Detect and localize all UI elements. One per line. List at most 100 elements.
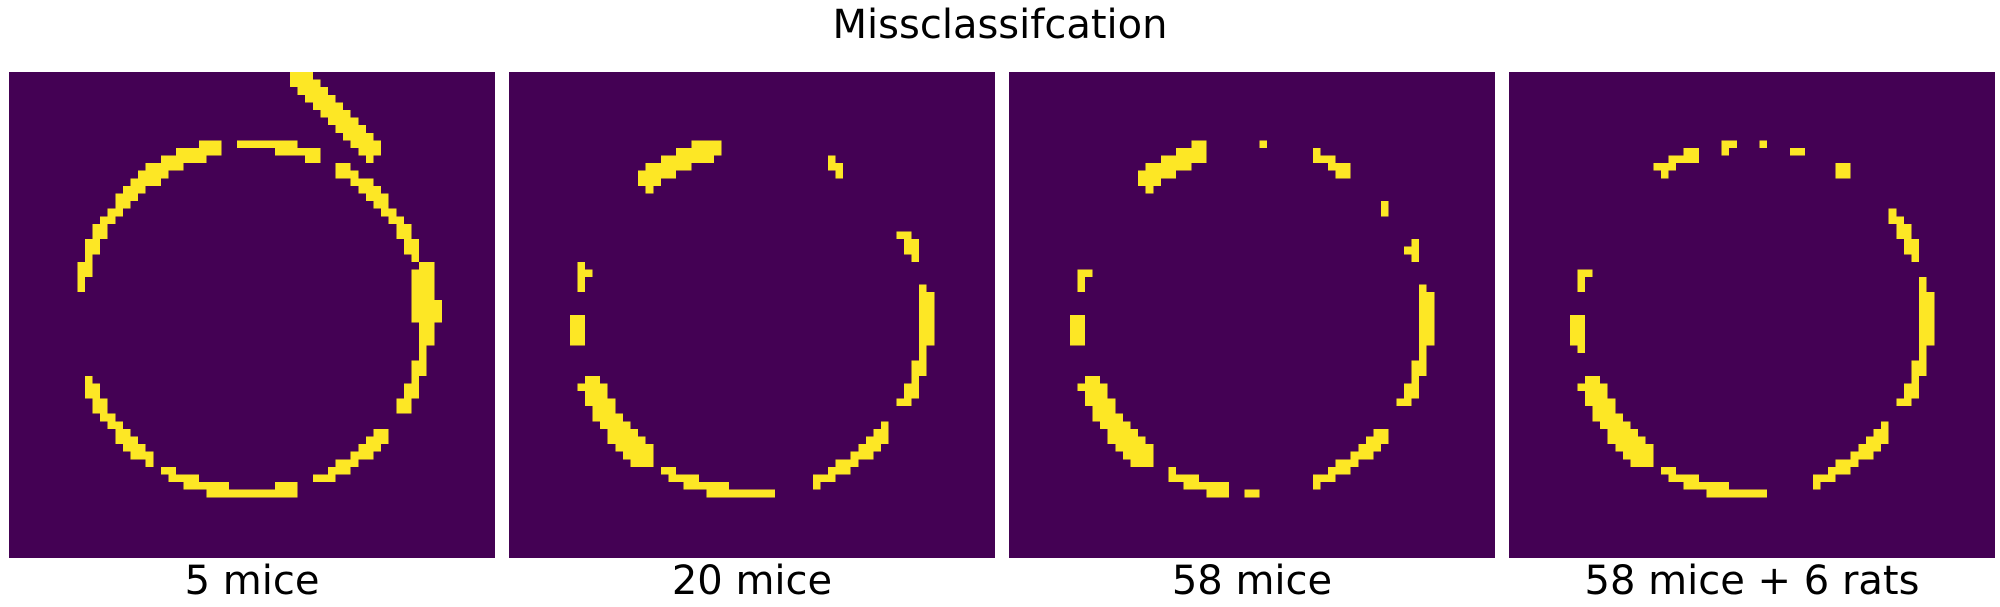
misclassified-cell [873,428,882,437]
heatmap-background [1509,72,1995,558]
misclassified-cell [1092,413,1101,422]
misclassified-cell [92,246,101,255]
misclassified-cell [1569,337,1578,346]
misclassified-cell [592,390,601,399]
misclassified-cell [1873,444,1882,452]
misclassified-cell [168,466,177,475]
misclassified-cell [1759,140,1768,148]
misclassified-cell [312,102,321,110]
misclassified-cell [1122,421,1131,429]
misclassified-cell [660,155,669,164]
misclassified-cell [176,474,184,483]
misclassified-cell [84,246,93,255]
misclassified-cell [373,428,382,437]
misclassified-cell [1615,421,1623,429]
misclassified-cell [630,436,639,445]
misclassified-cell [1721,482,1730,490]
misclassified-cell [1645,459,1654,467]
misclassified-cell [77,277,85,285]
misclassified-cell [1077,322,1085,331]
misclassified-cell [1183,474,1192,483]
misclassified-cell [645,451,654,460]
misclassified-cell [1691,147,1699,156]
misclassified-cell [1168,466,1177,475]
misclassified-cell [1592,413,1601,422]
misclassified-cell [1858,451,1866,460]
misclassified-cell [100,398,108,407]
misclassified-cell [1411,368,1420,376]
misclassified-cell [1077,315,1085,323]
misclassified-cell [1584,398,1593,407]
misclassified-cell [145,163,154,171]
misclassified-cell [206,147,215,156]
misclassified-cell [926,307,935,315]
misclassified-cell [1622,428,1631,437]
misclassified-cell [668,474,677,483]
misclassified-cell [858,451,866,460]
misclassified-cell [1638,436,1646,445]
misclassified-cell [176,147,184,156]
misclassified-cell [1911,375,1920,384]
misclassified-cell [1638,451,1646,460]
misclassified-cell [1358,451,1366,460]
misclassified-cell [622,444,631,452]
misclassified-cell [1426,315,1435,323]
misclassified-cell [282,482,290,490]
misclassified-cell [1600,383,1608,391]
misclassified-cell [343,109,351,118]
heatmap-background [1009,72,1495,558]
misclassified-cell [373,185,382,194]
misclassified-cell [1092,375,1101,384]
misclassified-cell [1411,254,1420,262]
panel-58-mice [1009,72,1495,558]
misclassified-cell [1577,315,1585,323]
misclassified-cell [358,178,366,186]
misclassified-cell [1100,398,1108,407]
misclassified-cell [138,444,146,452]
misclassified-cell [434,307,442,315]
misclassified-cell [1130,451,1139,460]
misclassified-cell [1084,269,1093,278]
misclassified-cell [1919,307,1927,315]
misclassified-cell [1911,246,1920,255]
misclassified-cell [327,474,336,483]
misclassified-cell [1419,284,1427,293]
misclassified-cell [1919,352,1927,361]
misclassified-cell [1607,436,1616,445]
misclassified-cell [858,444,866,452]
misclassified-cell [1176,155,1184,164]
misclassified-cell [1736,489,1745,498]
misclassified-cell [835,466,844,475]
misclassified-cell [1145,459,1154,467]
misclassified-cell [1426,307,1435,315]
misclassified-cell [343,163,351,171]
misclassified-cell [426,269,435,278]
misclassified-cell [350,117,359,126]
misclassified-cell [1168,163,1177,171]
misclassified-cell [691,155,699,164]
misclassified-cell [312,87,321,95]
misclassified-cell [1577,269,1585,278]
misclassified-cell [343,170,351,179]
misclassified-cell [1827,474,1836,483]
misclassified-cell [1827,466,1836,475]
misclassified-cell [1881,428,1889,437]
misclassified-cell [1373,436,1382,445]
misclassified-cell [1615,413,1623,422]
misclassified-cell [577,261,585,270]
misclassified-cell [1721,140,1730,148]
misclassified-cell [343,132,351,141]
misclassified-cell [1252,489,1260,498]
misclassified-cell [607,406,616,414]
misclassified-cell [130,185,139,194]
misclassified-cell [714,147,722,156]
misclassified-cell [1607,413,1616,422]
misclassified-cell [1381,428,1389,437]
misclassified-cell [835,170,844,179]
misclassified-cell [403,246,412,255]
heatmap-58-mice-6-rats [1509,72,1995,558]
misclassified-cell [1122,428,1131,437]
misclassified-cell [403,239,412,247]
misclassified-cell [214,489,222,498]
misclassified-cell [1911,390,1920,399]
